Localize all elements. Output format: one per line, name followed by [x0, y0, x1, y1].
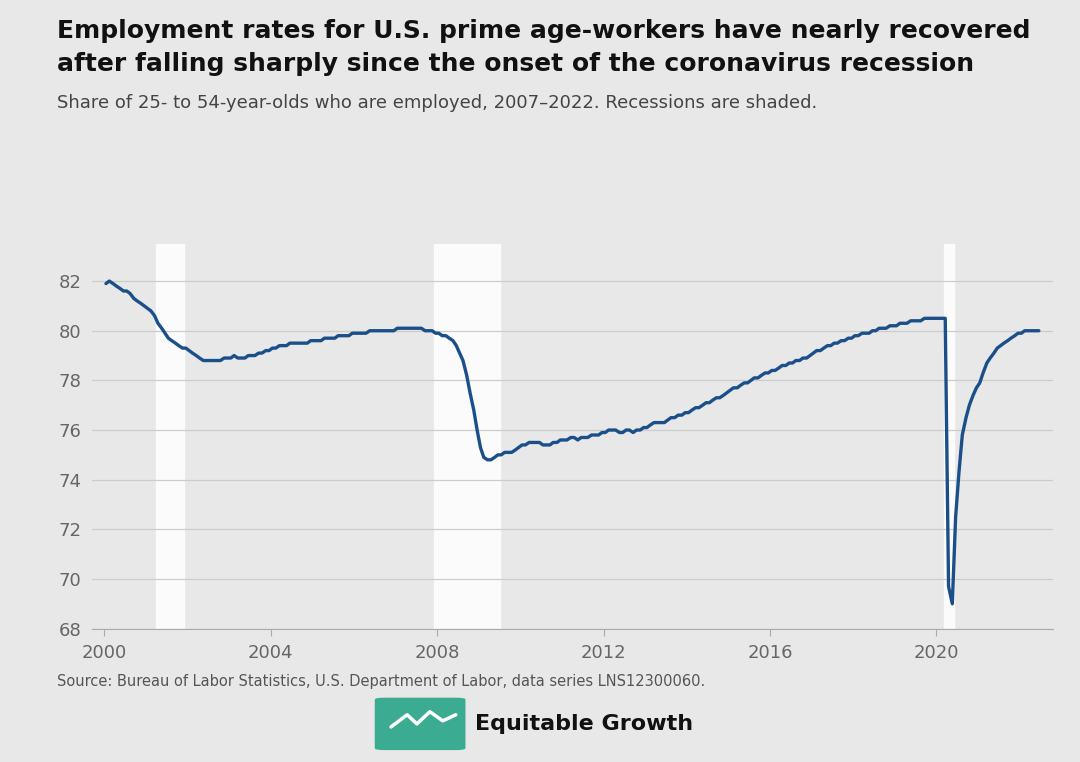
- FancyBboxPatch shape: [375, 698, 465, 750]
- Text: Equitable Growth: Equitable Growth: [475, 714, 693, 734]
- Text: Employment rates for U.S. prime age-workers have nearly recovered: Employment rates for U.S. prime age-work…: [57, 19, 1030, 43]
- Bar: [944, 244, 954, 629]
- Bar: [434, 244, 500, 629]
- Text: Share of 25- to 54-year-olds who are employed, 2007–2022. Recessions are shaded.: Share of 25- to 54-year-olds who are emp…: [57, 94, 818, 113]
- Bar: [157, 244, 185, 629]
- Text: after falling sharply since the onset of the coronavirus recession: after falling sharply since the onset of…: [57, 52, 974, 75]
- Text: Source: Bureau of Labor Statistics, U.S. Department of Labor, data series LNS123: Source: Bureau of Labor Statistics, U.S.…: [57, 674, 705, 690]
